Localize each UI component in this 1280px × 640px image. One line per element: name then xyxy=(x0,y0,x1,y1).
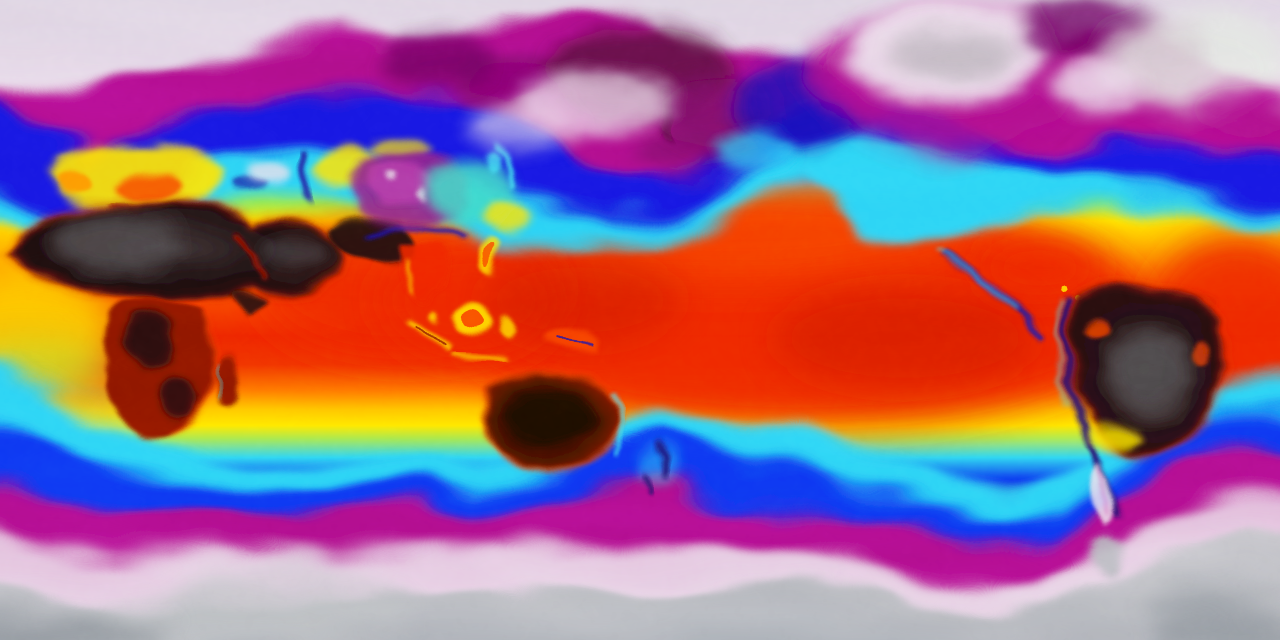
screenshot-root xyxy=(0,0,1280,640)
global-temperature-map xyxy=(0,0,1280,640)
fine-grain-overlay xyxy=(0,0,1280,640)
